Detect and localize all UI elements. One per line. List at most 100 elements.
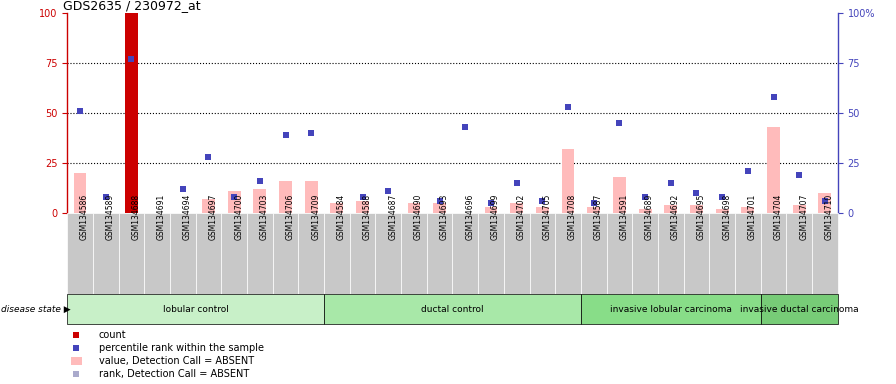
Bar — [530, 213, 556, 294]
Bar — [742, 207, 754, 213]
Bar — [658, 213, 684, 294]
Text: GSM134588: GSM134588 — [363, 194, 372, 240]
Bar — [71, 357, 82, 365]
Bar — [761, 213, 787, 294]
Bar — [67, 295, 324, 324]
Text: GSM134696: GSM134696 — [465, 194, 474, 240]
Text: GSM134708: GSM134708 — [568, 194, 577, 240]
Text: GSM134688: GSM134688 — [132, 194, 141, 240]
Text: GSM134692: GSM134692 — [671, 194, 680, 240]
Text: GSM134687: GSM134687 — [388, 194, 397, 240]
Text: value, Detection Call = ABSENT: value, Detection Call = ABSENT — [99, 356, 254, 366]
Bar — [170, 213, 195, 294]
Text: ductal control: ductal control — [421, 305, 484, 314]
Bar — [324, 295, 581, 324]
Bar — [125, 13, 138, 213]
Bar — [426, 213, 452, 294]
Bar — [331, 203, 343, 213]
Bar — [118, 213, 144, 294]
Bar — [812, 213, 838, 294]
Text: GSM134697: GSM134697 — [209, 194, 218, 240]
Bar — [536, 207, 548, 213]
Bar — [581, 295, 761, 324]
Bar — [298, 213, 324, 294]
Text: GSM134700: GSM134700 — [234, 194, 243, 240]
Bar — [735, 213, 761, 294]
Text: GSM134703: GSM134703 — [260, 194, 269, 240]
Text: invasive ductal carcinoma: invasive ductal carcinoma — [740, 305, 858, 314]
Bar — [202, 199, 215, 213]
Bar — [761, 295, 838, 324]
Bar — [613, 177, 626, 213]
Bar — [485, 207, 497, 213]
Bar — [581, 213, 607, 294]
Bar — [556, 213, 581, 294]
Bar — [144, 213, 170, 294]
Text: GSM134705: GSM134705 — [542, 194, 551, 240]
Bar — [272, 213, 298, 294]
Text: rank, Detection Call = ABSENT: rank, Detection Call = ABSENT — [99, 369, 249, 379]
Bar — [478, 213, 504, 294]
Text: invasive lobular carcinoma: invasive lobular carcinoma — [610, 305, 732, 314]
Bar — [375, 213, 401, 294]
Text: disease state ▶: disease state ▶ — [1, 305, 71, 314]
Bar — [408, 203, 420, 213]
Bar — [819, 193, 831, 213]
Text: GSM134690: GSM134690 — [414, 194, 423, 240]
Bar — [247, 213, 272, 294]
Text: GSM134704: GSM134704 — [773, 194, 782, 240]
Bar — [633, 213, 658, 294]
Bar — [562, 149, 574, 213]
Text: GSM134702: GSM134702 — [517, 194, 526, 240]
Bar — [280, 181, 292, 213]
Text: GSM134706: GSM134706 — [286, 194, 295, 240]
Bar — [504, 213, 530, 294]
Text: GSM134699: GSM134699 — [491, 194, 500, 240]
Text: GSM134710: GSM134710 — [825, 194, 834, 240]
Bar — [665, 205, 677, 213]
Bar — [67, 213, 93, 294]
Bar — [511, 203, 523, 213]
Bar — [787, 213, 812, 294]
Text: GSM134589: GSM134589 — [106, 194, 115, 240]
Text: GSM134709: GSM134709 — [311, 194, 320, 240]
Text: GSM134691: GSM134691 — [157, 194, 166, 240]
Text: percentile rank within the sample: percentile rank within the sample — [99, 343, 263, 353]
Text: GSM134586: GSM134586 — [80, 194, 89, 240]
Text: GSM134694: GSM134694 — [183, 194, 192, 240]
Text: GSM134707: GSM134707 — [799, 194, 808, 240]
Bar — [607, 213, 633, 294]
Text: GSM134695: GSM134695 — [696, 194, 705, 240]
Text: GSM134584: GSM134584 — [337, 194, 346, 240]
Text: count: count — [99, 330, 126, 340]
Text: GSM134701: GSM134701 — [748, 194, 757, 240]
Text: GSM134693: GSM134693 — [440, 194, 449, 240]
Bar — [767, 127, 780, 213]
Text: GDS2635 / 230972_at: GDS2635 / 230972_at — [64, 0, 201, 12]
Text: lobular control: lobular control — [163, 305, 228, 314]
Bar — [684, 213, 710, 294]
Text: GSM134689: GSM134689 — [645, 194, 654, 240]
Bar — [305, 181, 318, 213]
Text: GSM134587: GSM134587 — [594, 194, 603, 240]
Bar — [349, 213, 375, 294]
Bar — [793, 205, 806, 213]
Bar — [434, 203, 446, 213]
Bar — [452, 213, 478, 294]
Bar — [716, 209, 728, 213]
Bar — [401, 213, 426, 294]
Bar — [357, 201, 369, 213]
Bar — [690, 205, 703, 213]
Text: GSM134591: GSM134591 — [619, 194, 628, 240]
Bar — [195, 213, 221, 294]
Bar — [254, 189, 266, 213]
Bar — [639, 209, 651, 213]
Bar — [324, 213, 349, 294]
Bar — [93, 213, 118, 294]
Bar — [588, 207, 600, 213]
Bar — [228, 191, 240, 213]
Text: GSM134698: GSM134698 — [722, 194, 731, 240]
Bar — [73, 173, 86, 213]
Bar — [710, 213, 735, 294]
Bar — [221, 213, 247, 294]
